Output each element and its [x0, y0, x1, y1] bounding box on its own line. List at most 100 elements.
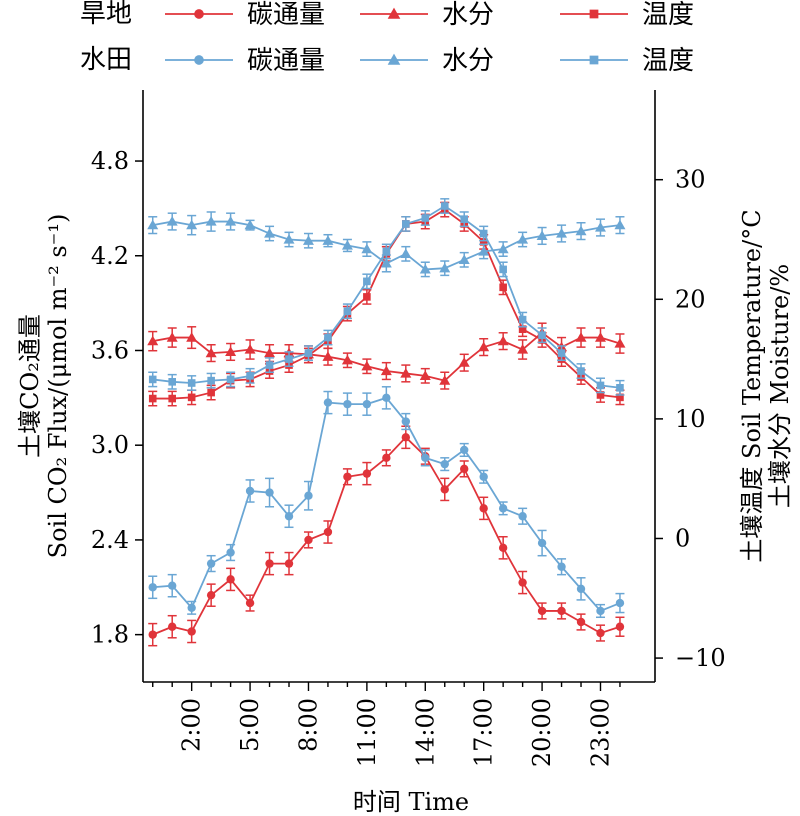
- data-point: [363, 293, 371, 301]
- x-tick-label: 11:00: [353, 698, 381, 767]
- legend-entry-label: 碳通量: [247, 0, 325, 30]
- data-point: [341, 354, 353, 365]
- data-point: [440, 202, 449, 210]
- data-point: [323, 398, 333, 407]
- data-point: [614, 338, 626, 348]
- data-point: [187, 393, 196, 402]
- data-point: [439, 262, 451, 273]
- data-point: [341, 239, 353, 250]
- series-0: [148, 425, 625, 647]
- data-point: [207, 388, 215, 397]
- data-point: [557, 349, 566, 357]
- data-point: [244, 344, 256, 354]
- data-point: [440, 485, 449, 494]
- data-point: [401, 417, 411, 426]
- data-point: [460, 445, 469, 455]
- data-point: [616, 393, 624, 402]
- data-point: [576, 584, 586, 594]
- data-point: [557, 606, 566, 616]
- series-1: [147, 322, 626, 390]
- left-tick-label: 2.4: [91, 526, 129, 554]
- x-tick-label: 17:00: [470, 698, 498, 767]
- data-point: [148, 583, 157, 592]
- series-line: [152, 204, 621, 389]
- data-point: [615, 598, 625, 608]
- data-point: [380, 365, 392, 376]
- data-point: [478, 341, 490, 352]
- data-point: [284, 512, 294, 521]
- data-point: [575, 225, 587, 236]
- legend-entry-label: 温度: [642, 0, 694, 30]
- data-point: [205, 216, 217, 226]
- legend-entry-label: 温度: [642, 46, 694, 76]
- data-point: [245, 486, 255, 496]
- data-point: [343, 472, 352, 481]
- data-point: [225, 346, 237, 357]
- data-point: [265, 361, 274, 369]
- data-point: [323, 527, 333, 537]
- data-point: [304, 491, 313, 500]
- data-point: [497, 243, 509, 254]
- data-point: [168, 394, 177, 403]
- data-point: [460, 464, 469, 474]
- data-point: [478, 245, 490, 256]
- legend-marker: [194, 55, 204, 65]
- x-tick-label: 20:00: [528, 698, 556, 767]
- data-point: [400, 248, 412, 258]
- legend-entry-label: 碳通量: [247, 46, 325, 76]
- data-point: [421, 214, 430, 222]
- data-point: [322, 235, 334, 245]
- left-axis-title-en: Soil CO₂ Flux/(μmol m⁻² s⁻¹): [44, 214, 72, 559]
- data-point: [596, 381, 605, 390]
- data-point: [538, 331, 546, 339]
- right-tick-label: 10: [675, 405, 706, 433]
- data-point: [304, 349, 313, 357]
- data-point: [460, 215, 469, 223]
- left-tick-label: 3.6: [91, 336, 129, 364]
- legend-group-label-dry: 旱地: [80, 0, 132, 29]
- data-point: [147, 219, 159, 230]
- data-point: [343, 399, 352, 409]
- data-point: [264, 228, 276, 238]
- data-point: [498, 543, 508, 553]
- data-point: [187, 627, 196, 636]
- data-point: [458, 357, 470, 367]
- data-point: [402, 220, 410, 228]
- data-point: [421, 453, 430, 463]
- data-point: [246, 372, 254, 380]
- x-axis-title: 时间 Time: [353, 788, 469, 816]
- data-point: [596, 606, 605, 616]
- data-point: [363, 277, 371, 286]
- series-5: [148, 198, 625, 396]
- x-tick-label: 14:00: [411, 698, 439, 767]
- data-point: [537, 538, 547, 548]
- legend-marker: [589, 55, 599, 65]
- data-point: [147, 335, 159, 346]
- data-point: [577, 367, 585, 375]
- data-point: [518, 325, 527, 333]
- legend-marker: [589, 9, 599, 19]
- left-tick-label: 3.0: [91, 431, 129, 459]
- data-point: [245, 598, 255, 608]
- data-point: [575, 332, 587, 342]
- plot-area: [142, 90, 656, 683]
- legend-marker: [387, 7, 401, 19]
- data-point: [382, 453, 391, 463]
- data-point: [458, 254, 470, 264]
- data-point: [596, 391, 605, 399]
- data-point: [518, 315, 527, 324]
- data-point: [186, 332, 198, 342]
- data-point: [265, 559, 274, 568]
- data-point: [479, 472, 488, 481]
- x-tick-label: 5:00: [236, 698, 264, 752]
- data-point: [576, 617, 586, 627]
- right-axis-title-temperature: 土壤温度 Soil Temperature/°C: [738, 209, 766, 562]
- data-point: [362, 399, 372, 409]
- data-point: [187, 379, 196, 387]
- right-tick-label: 30: [675, 166, 706, 194]
- data-point: [401, 433, 411, 442]
- data-point: [304, 535, 313, 545]
